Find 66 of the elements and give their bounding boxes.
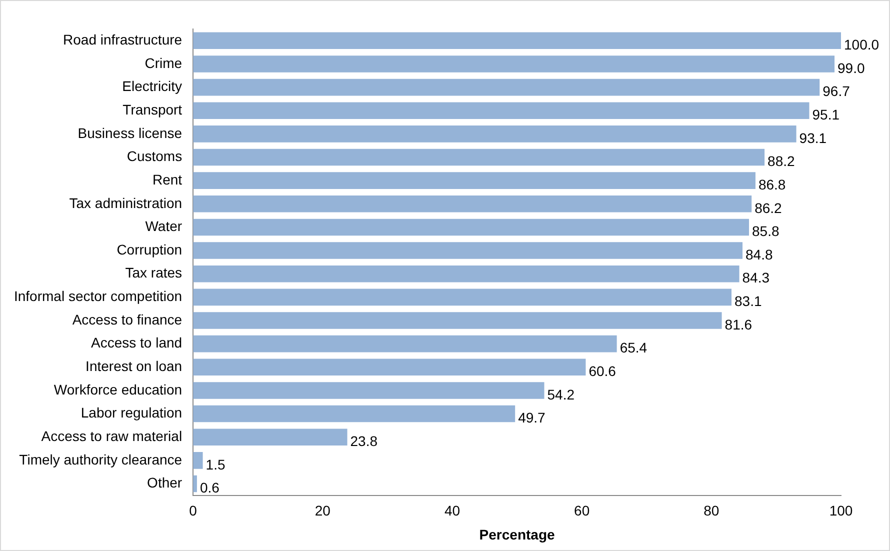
y-tick-label: Tax administration [69, 194, 182, 211]
data-label: 49.7 [518, 410, 546, 426]
y-tick-label: Access to land [91, 334, 182, 351]
x-tick-label: 100 [829, 502, 853, 519]
data-label: 99.0 [838, 60, 865, 76]
y-tick-label: Other [147, 474, 182, 491]
data-label: 81.6 [724, 316, 752, 332]
data-label: 85.8 [752, 223, 780, 240]
x-tick-label: 0 [189, 502, 198, 519]
y-tick-label: Road infrastructure [63, 32, 182, 48]
y-tick-label: Transport [122, 101, 182, 118]
data-label: 86.8 [758, 176, 786, 192]
y-tick-label: Workforce education [54, 381, 182, 398]
y-tick-label: Access to finance [72, 311, 182, 328]
data-label: 23.8 [350, 432, 378, 449]
data-label: 54.2 [547, 386, 575, 402]
data-label: 84.3 [742, 270, 770, 286]
y-tick-label: Electricity [122, 78, 182, 94]
y-tick-label: Tax rates [125, 264, 182, 281]
data-label: 93.1 [799, 130, 827, 146]
data-label: 83.1 [734, 293, 762, 310]
bar [193, 126, 796, 142]
bar [193, 452, 203, 469]
x-tick-label: 80 [704, 502, 720, 519]
x-tick-label: 60 [574, 502, 590, 519]
bar [193, 312, 722, 329]
bar [193, 102, 810, 120]
bar [193, 172, 756, 189]
data-label: 86.2 [754, 200, 782, 216]
data-label: 1.5 [206, 456, 226, 472]
bar [193, 428, 348, 446]
y-tick-label: Water [145, 218, 182, 234]
bar [193, 358, 586, 376]
data-label: 95.1 [812, 106, 840, 122]
data-label: 65.4 [620, 340, 648, 356]
bar [193, 196, 752, 212]
x-tick-label: 40 [444, 502, 460, 519]
data-label: 88.2 [768, 153, 796, 170]
bar [193, 265, 740, 282]
bar [193, 405, 516, 422]
y-tick-label: Access to raw material [41, 428, 182, 444]
y-tick-label: Crime [144, 54, 182, 71]
x-axis-title: Percentage [479, 526, 555, 542]
bar [193, 148, 765, 166]
y-tick-label: Labor regulation [80, 404, 182, 421]
bar [193, 56, 835, 72]
y-tick-label: Customs [126, 148, 182, 164]
bar [193, 32, 841, 50]
y-tick-label: Business license [78, 124, 182, 141]
bar [193, 242, 743, 259]
bar [193, 382, 544, 399]
y-tick-label: Interest on loan [86, 358, 182, 374]
x-tick-label: 20 [314, 502, 331, 519]
y-tick-label: Timely authority clearance [19, 451, 182, 468]
data-label: 0.6 [200, 480, 220, 496]
data-label: 84.8 [746, 246, 773, 262]
bar [193, 78, 820, 96]
bar [193, 218, 749, 236]
bar [193, 335, 617, 352]
bar [193, 288, 732, 306]
y-tick-label: Corruption [116, 241, 182, 258]
data-label: 96.7 [822, 83, 850, 100]
data-label: 100.0 [844, 36, 880, 53]
y-tick-label: Rent [152, 171, 182, 188]
y-tick-label: Informal sector competition [14, 288, 182, 304]
data-label: 60.6 [588, 363, 616, 379]
